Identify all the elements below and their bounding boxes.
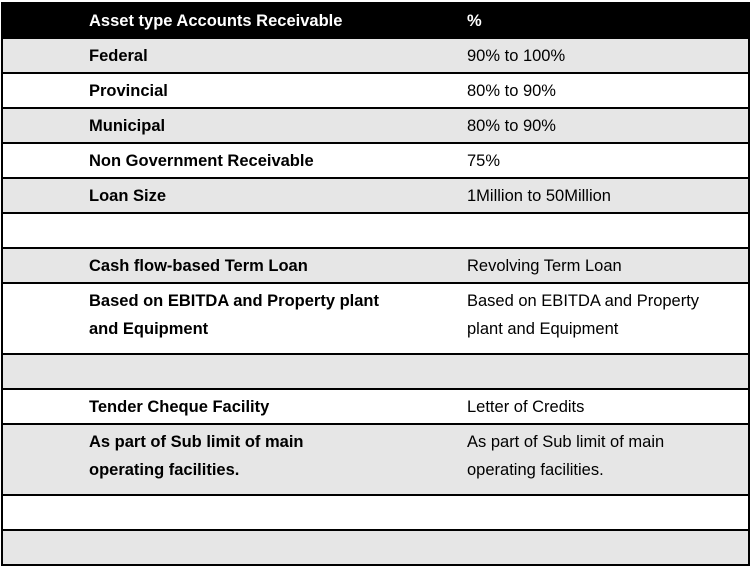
table-row: Cash flow-based Term Loan Revolving Term …: [2, 247, 749, 284]
cell-text: Based on EBITDA and Property plant and E…: [467, 292, 700, 338]
header-cell: %: [467, 2, 749, 39]
cell-text: [467, 496, 748, 499]
cell: Cash flow-based Term Loan: [2, 247, 467, 284]
cell: [467, 529, 749, 566]
table-row: [2, 212, 749, 249]
cell: 75%: [467, 142, 749, 179]
cell-text: Municipal: [89, 117, 166, 135]
cell-text: Letter of Credits: [467, 398, 585, 416]
cell: 90% to 100%: [467, 37, 749, 74]
cell: Federal: [2, 37, 467, 74]
cell-text: [467, 355, 748, 358]
cell: Provincial: [2, 72, 467, 109]
cell-text: As part of Sub limit of main operating f…: [467, 433, 665, 479]
cell-text: Non Government Receivable: [89, 152, 314, 170]
cell: Loan Size: [2, 177, 467, 214]
cell: As part of Sub limit of main operating f…: [2, 423, 467, 496]
cell: [467, 353, 749, 390]
table-row: Tender Cheque Facility Letter of Credits: [2, 388, 749, 425]
table-row: Provincial 80% to 90%: [2, 72, 749, 109]
cell-text: [89, 531, 467, 534]
table-row: [2, 494, 749, 531]
cell: As part of Sub limit of main operating f…: [467, 423, 749, 496]
cell: [467, 494, 749, 531]
cell: Non Government Receivable: [2, 142, 467, 179]
cell-text: As part of Sub limit of main operating f…: [89, 433, 304, 479]
table-row: Based on EBITDA and Property plant and E…: [2, 282, 749, 355]
cell: [2, 494, 467, 531]
cell-text: [89, 214, 467, 217]
cell: Municipal: [2, 107, 467, 144]
cell-text: [89, 355, 467, 358]
table-row: Federal 90% to 100%: [2, 37, 749, 74]
cell-text: [467, 531, 748, 534]
cell-text: [467, 214, 748, 217]
cell: 80% to 90%: [467, 107, 749, 144]
cell: [2, 353, 467, 390]
cell-text: Based on EBITDA and Property plant and E…: [89, 292, 380, 338]
cell-text: 80% to 90%: [467, 117, 556, 135]
table-header-row: Asset type Accounts Receivable %: [2, 2, 749, 39]
table-row: Non Government Receivable 75%: [2, 142, 749, 179]
cell: Letter of Credits: [467, 388, 749, 425]
cell: 1Million to 50Million: [467, 177, 749, 214]
table-row: Municipal 80% to 90%: [2, 107, 749, 144]
cell-text: Cash flow-based Term Loan: [89, 257, 308, 275]
cell: [2, 529, 467, 566]
table-row: As part of Sub limit of main operating f…: [2, 423, 749, 496]
table-row: [2, 353, 749, 390]
cell-text: Loan Size: [89, 187, 167, 205]
cell: [467, 212, 749, 249]
cell-text: 1Million to 50Million: [467, 187, 611, 205]
cell-text: Federal: [89, 47, 148, 65]
cell: 80% to 90%: [467, 72, 749, 109]
cell-text: Tender Cheque Facility: [89, 398, 270, 416]
cell-text: 90% to 100%: [467, 47, 566, 65]
cell: Revolving Term Loan: [467, 247, 749, 284]
cell: Tender Cheque Facility: [2, 388, 467, 425]
header-percent: %: [467, 12, 482, 30]
table-row: Loan Size 1Million to 50Million: [2, 177, 749, 214]
cell: Based on EBITDA and Property plant and E…: [2, 282, 467, 355]
cell: Based on EBITDA and Property plant and E…: [467, 282, 749, 355]
cell-text: 75%: [467, 152, 501, 170]
table-row: [2, 529, 749, 566]
header-cell: Asset type Accounts Receivable: [2, 2, 467, 39]
cell-text: 80% to 90%: [467, 82, 556, 100]
cell-text: Revolving Term Loan: [467, 257, 622, 275]
cell-text: Provincial: [89, 82, 168, 100]
cell: [2, 212, 467, 249]
cell-text: [89, 496, 467, 499]
header-asset-type: Asset type Accounts Receivable: [89, 12, 343, 30]
